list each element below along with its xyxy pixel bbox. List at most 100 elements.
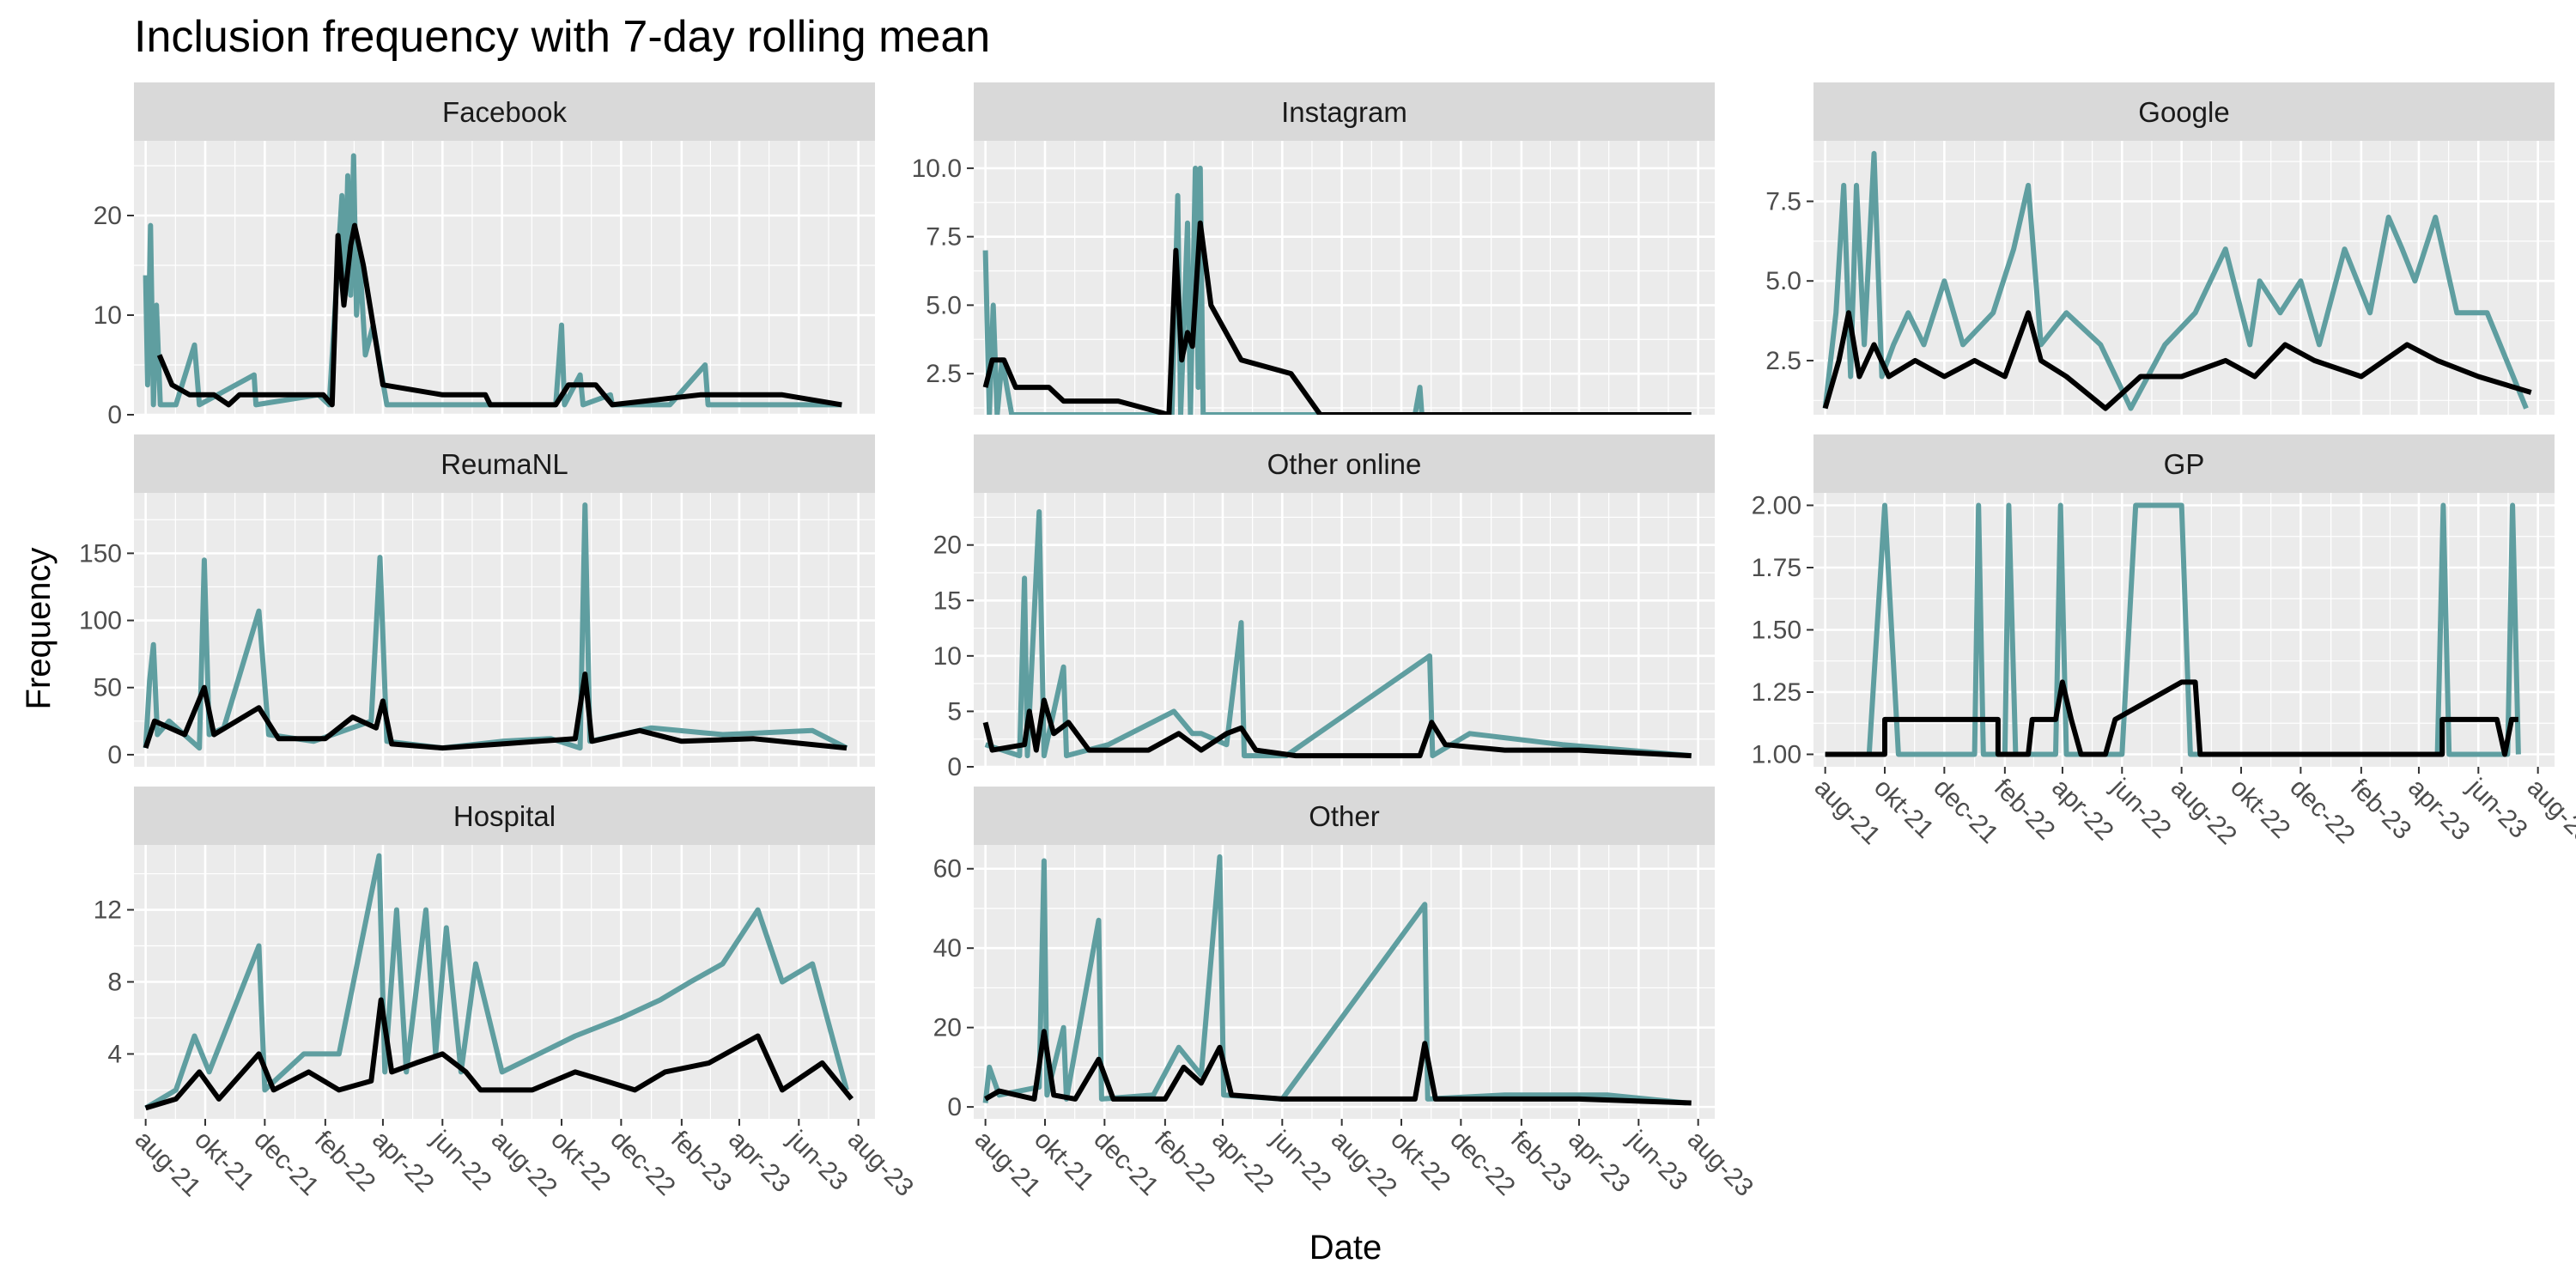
strip-label-other-online: Other online — [1267, 448, 1422, 480]
y-tick-label: 20 — [933, 1014, 962, 1042]
strip-google — [1814, 82, 2555, 141]
series-line-frequency-gp — [1825, 502, 2521, 757]
x-tick-label: aug-22 — [1326, 1126, 1402, 1202]
series-line-rolling-mean-hospital — [144, 997, 854, 1111]
panel-background-instagram — [974, 141, 1715, 415]
y-tick-label: 5.0 — [1765, 267, 1801, 295]
x-tick-label: jun-23 — [782, 1125, 854, 1196]
strip-hospital — [134, 787, 875, 845]
y-tick-label: 0 — [947, 1093, 962, 1121]
x-tick-label: dec-21 — [1928, 774, 2003, 849]
panels: Facebook 0 10 20 Instagram 2.5 5.0 7.5 10.0 Googl… — [79, 82, 2576, 1202]
x-axis-title: Date — [1309, 1229, 1382, 1267]
y-tick-label: 12 — [94, 896, 122, 925]
strip-other — [974, 787, 1715, 845]
x-tick-label: dec-21 — [1088, 1126, 1163, 1201]
x-tick-label: feb-23 — [2345, 774, 2416, 845]
strip-instagram — [974, 82, 1715, 141]
x-tick-label: aug-21 — [969, 1126, 1046, 1202]
x-tick-label: feb-23 — [1505, 1126, 1577, 1197]
x-tick-label: aug-21 — [130, 1126, 206, 1202]
y-tick-label: 2.00 — [1752, 492, 1801, 520]
strip-facebook — [134, 82, 875, 141]
x-tick-label: dec-22 — [2284, 774, 2360, 849]
x-tick-label: jun-22 — [426, 1125, 497, 1196]
series-line-rolling-mean-facebook — [156, 222, 842, 408]
x-tick-label: jun-22 — [1266, 1125, 1337, 1196]
y-tick-label: 15 — [933, 586, 962, 615]
series-line-frequency-instagram — [982, 165, 1692, 415]
strip-gp — [1814, 434, 2555, 493]
y-tick-label: 5.0 — [926, 291, 962, 319]
panel-instagram: Instagram 2.5 5.0 7.5 10.0 — [912, 82, 1715, 415]
y-tick-label: 10.0 — [912, 155, 962, 183]
series-line-rolling-mean-other-online — [982, 697, 1692, 759]
y-tick-label: 1.50 — [1752, 617, 1801, 645]
y-tick-label: 10 — [933, 642, 962, 671]
x-tick-label: aug-23 — [842, 1126, 919, 1202]
x-tick-label: jun-23 — [2462, 773, 2533, 844]
x-tick-label: dec-22 — [605, 1126, 680, 1201]
x-tick-label: aug-22 — [486, 1126, 562, 1202]
x-tick-label: apr-22 — [367, 1126, 440, 1199]
strip-label-facebook: Facebook — [442, 96, 567, 128]
y-tick-label: 1.75 — [1752, 554, 1801, 582]
series-line-rolling-mean-reumanl — [143, 671, 848, 751]
panel-background-facebook — [134, 141, 875, 415]
y-tick-label: 7.5 — [1765, 187, 1801, 216]
strip-label-other: Other — [1309, 800, 1380, 832]
y-axis-title: Frequency — [20, 548, 58, 710]
series-line-rolling-mean-other — [984, 1029, 1692, 1106]
series-line-rolling-mean-instagram — [982, 220, 1692, 415]
y-tick-label: 0 — [107, 741, 122, 769]
y-tick-label: 8 — [107, 969, 122, 997]
x-tick-label: aug-22 — [2166, 774, 2242, 850]
x-tick-label: apr-23 — [723, 1126, 796, 1199]
x-tick-label: aug-23 — [1682, 1126, 1759, 1202]
x-tick-label: aug-23 — [2522, 774, 2576, 850]
y-tick-label: 20 — [933, 532, 962, 560]
y-tick-label: 4 — [107, 1040, 122, 1068]
strip-other-online — [974, 434, 1715, 493]
strip-label-hospital: Hospital — [453, 800, 556, 832]
y-tick-label: 60 — [933, 855, 962, 884]
y-tick-label: 5 — [947, 697, 962, 726]
strip-label-instagram: Instagram — [1281, 96, 1407, 128]
x-tick-label: dec-21 — [248, 1126, 324, 1201]
panel-facebook: Facebook 0 10 20 — [94, 82, 875, 429]
panel-background-google — [1814, 141, 2555, 415]
x-tick-label: dec-22 — [1444, 1126, 1520, 1201]
panel-gp: GP1.001.251.501.752.00aug-21okt-21dec-21… — [1752, 434, 2576, 850]
series-line-frequency-other — [982, 854, 1687, 1106]
panel-reumanl: ReumaNL 0 50 100 150 — [79, 434, 875, 769]
x-tick-label: feb-22 — [1149, 1126, 1220, 1197]
y-tick-label: 10 — [94, 301, 122, 330]
panel-background-reumanl — [134, 493, 875, 767]
x-tick-label: jun-23 — [1622, 1125, 1693, 1196]
y-tick-label: 50 — [94, 674, 122, 702]
strip-reumanl — [134, 434, 875, 493]
x-tick-label: feb-23 — [665, 1126, 737, 1197]
y-tick-label: 20 — [94, 202, 122, 230]
x-tick-label: apr-22 — [1206, 1126, 1279, 1199]
x-tick-label: jun-22 — [2105, 773, 2177, 844]
y-tick-label: 2.5 — [1765, 347, 1801, 375]
y-tick-label: 150 — [79, 539, 122, 568]
panel-google: Google 2.5 5.0 7.5 — [1765, 82, 2555, 415]
chart-title: Inclusion frequency with 7-day rolling m… — [134, 12, 990, 62]
y-tick-label: 1.00 — [1752, 741, 1801, 769]
y-tick-label: 1.25 — [1752, 678, 1801, 707]
strip-label-reumanl: ReumaNL — [440, 448, 568, 480]
x-tick-label: apr-23 — [1563, 1126, 1636, 1199]
series-line-rolling-mean-gp — [1825, 679, 2518, 757]
y-tick-label: 0 — [947, 753, 962, 781]
y-tick-label: 40 — [933, 934, 962, 963]
panel-hospital: Hospital4812aug-21okt-21dec-21feb-22apr-… — [94, 787, 919, 1202]
series-line-rolling-mean-google — [1822, 310, 2532, 411]
strip-label-google: Google — [2138, 96, 2229, 128]
x-tick-label: feb-22 — [1989, 774, 2060, 845]
x-tick-label: apr-22 — [2046, 774, 2119, 847]
panel-other-online: Other online 0 5 10 15 20 — [933, 434, 1715, 781]
x-tick-label: aug-21 — [1809, 774, 1886, 850]
